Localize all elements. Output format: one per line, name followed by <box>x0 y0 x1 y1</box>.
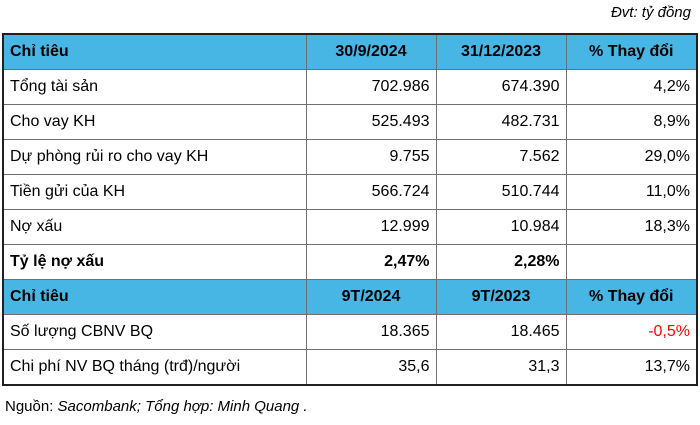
table-row: Số lượng CBNV BQ 18.365 18.465 -0,5% <box>2 314 698 350</box>
value-cell: 9.755 <box>305 139 437 175</box>
value-cell: 7.562 <box>435 139 567 175</box>
value-cell <box>565 244 698 280</box>
value-cell: 12.999 <box>305 209 437 245</box>
value-cell: 482.731 <box>435 104 567 140</box>
value-cell: 18.465 <box>435 314 567 350</box>
table-row: Tỷ lệ nợ xấu 2,47% 2,28% <box>2 244 698 280</box>
value-cell: 2,28% <box>435 244 567 280</box>
value-cell: 10.984 <box>435 209 567 245</box>
row-label-cell: Cho vay KH <box>2 104 307 140</box>
table-header-row: Chỉ tiêu 30/9/2024 31/12/2023% Thay đổi <box>2 33 698 70</box>
value-cell: 566.724 <box>305 174 437 210</box>
financial-table: Chỉ tiêu 30/9/2024 31/12/2023% Thay đổi Tổn… <box>2 33 698 386</box>
header-label-cell: Chỉ tiêu <box>2 33 307 70</box>
value-cell: 29,0% <box>565 139 698 175</box>
row-label-cell: Nợ xấu <box>2 209 307 245</box>
table-row: Cho vay KH 525.493 482.731 8,9% <box>2 104 698 140</box>
value-cell: 702.986 <box>305 69 437 105</box>
row-label-cell: Dự phòng rủi ro cho vay KH <box>2 139 307 175</box>
header-value-cell: % Thay đổi <box>565 33 698 70</box>
table-row: Chi phí NV BQ tháng (trđ)/người 35,6 31,3 1… <box>2 349 698 386</box>
source-note: Nguồn: Sacombank; Tổng hợp: Minh Quang . <box>5 398 308 415</box>
value-cell: 4,2% <box>565 69 698 105</box>
table-row: Tổng tài sản 702.986 674.390 4,2% <box>2 69 698 105</box>
table-row: Dự phòng rủi ro cho vay KH 9.755 7.562 29,0… <box>2 139 698 175</box>
row-label-cell: Tỷ lệ nợ xấu <box>2 244 307 280</box>
header-value-cell: % Thay đổi <box>565 279 698 315</box>
value-cell: 11,0% <box>565 174 698 210</box>
header-value-cell: 31/12/2023 <box>435 33 567 70</box>
unit-note: Đvt: tỷ đồng <box>610 4 691 21</box>
value-cell: 2,47% <box>305 244 437 280</box>
value-cell: 18,3% <box>565 209 698 245</box>
value-cell: 8,9% <box>565 104 698 140</box>
value-cell: 18.365 <box>305 314 437 350</box>
row-label-cell: Số lượng CBNV BQ <box>2 314 307 350</box>
table-row: Tiền gửi của KH 566.724 510.744 11,0% <box>2 174 698 210</box>
source-prefix: Nguồn: <box>5 398 58 415</box>
value-cell: 525.493 <box>305 104 437 140</box>
value-cell: 13,7% <box>565 349 698 386</box>
header-value-cell: 30/9/2024 <box>305 33 437 70</box>
value-cell: 35,6 <box>305 349 437 386</box>
table-header-row: Chỉ tiêu 9T/2024 9T/2023% Thay đổi <box>2 279 698 315</box>
header-label-cell: Chỉ tiêu <box>2 279 307 315</box>
value-cell: 674.390 <box>435 69 567 105</box>
value-cell: 510.744 <box>435 174 567 210</box>
value-cell: -0,5% <box>565 314 698 350</box>
header-value-cell: 9T/2023 <box>435 279 567 315</box>
table-row: Nợ xấu 12.999 10.984 18,3% <box>2 209 698 245</box>
row-label-cell: Chi phí NV BQ tháng (trđ)/người <box>2 349 307 386</box>
row-label-cell: Tiền gửi của KH <box>2 174 307 210</box>
row-label-cell: Tổng tài sản <box>2 69 307 105</box>
value-cell: 31,3 <box>435 349 567 386</box>
source-text: Sacombank; Tổng hợp: Minh Quang . <box>57 398 308 415</box>
header-value-cell: 9T/2024 <box>305 279 437 315</box>
